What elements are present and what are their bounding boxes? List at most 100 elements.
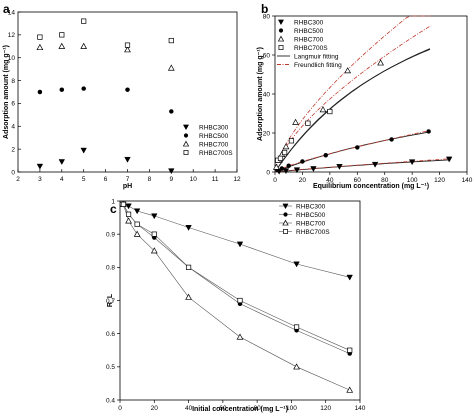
data-point <box>134 221 140 227</box>
data-point <box>347 347 353 353</box>
data-point <box>371 161 379 168</box>
data-point <box>305 120 311 126</box>
data-point <box>185 225 192 231</box>
x-tick-label: 60 <box>219 405 227 412</box>
data-point <box>346 274 353 281</box>
data-point <box>151 231 157 237</box>
data-point <box>167 64 175 71</box>
x-tick-label: 6 <box>104 176 108 183</box>
y-tick-label: 0.8 <box>106 265 115 272</box>
data-point <box>185 293 192 300</box>
x-tick-label: 40 <box>185 405 193 412</box>
freundlich-fit-curve <box>275 158 451 173</box>
data-point <box>310 166 317 172</box>
legend-marker <box>282 203 289 210</box>
data-point <box>36 43 44 51</box>
data-point <box>125 217 132 224</box>
data-point <box>389 137 394 142</box>
data-point <box>377 59 384 66</box>
legend-marker <box>278 28 284 33</box>
y-tick-label: 0.9 <box>106 231 115 238</box>
data-point <box>133 230 141 237</box>
data-point <box>282 168 290 175</box>
y-tick-label: 12 <box>8 32 16 39</box>
y-tick-label: 1 <box>111 198 115 205</box>
y-tick-label: 40 <box>263 91 271 98</box>
legend-marker <box>283 229 288 234</box>
legend-label: RHBC700 <box>294 36 324 43</box>
x-tick-label: 20 <box>151 405 159 412</box>
data-point <box>58 159 66 166</box>
y-axis-title: Adsorption amount (mg g⁻¹) <box>3 45 10 139</box>
data-point <box>319 106 327 113</box>
legend-marker <box>277 19 285 26</box>
data-point <box>151 213 158 220</box>
data-point <box>124 46 131 53</box>
data-point <box>279 166 285 171</box>
y-tick-label: 20 <box>263 130 271 137</box>
y-tick-label: 6 <box>11 101 15 108</box>
data-point <box>125 203 132 210</box>
y-tick-label: 2 <box>11 146 15 153</box>
x-tick-label: 0 <box>273 177 277 184</box>
legend-marker <box>278 45 284 50</box>
x-axis-title: Equilibrium concentration (mg L⁻¹) <box>313 183 429 190</box>
x-tick-label: 80 <box>381 177 389 184</box>
x-tick-label: 0 <box>118 405 122 412</box>
data-point <box>169 109 174 114</box>
langmuir-fit-curve <box>275 48 431 172</box>
x-tick-label: 10 <box>190 176 198 183</box>
legend-label: RHBC700 <box>296 220 326 227</box>
legend-marker <box>182 140 190 147</box>
data-point <box>344 67 352 74</box>
y-tick-label: 0.5 <box>106 364 115 371</box>
data-point <box>80 42 88 49</box>
data-point <box>236 241 244 248</box>
data-point <box>168 37 174 44</box>
data-point <box>346 386 354 393</box>
data-point <box>120 201 127 207</box>
x-tick-label: 7 <box>126 176 130 183</box>
y-tick-label: 0.7 <box>106 298 115 305</box>
data-point <box>293 363 300 370</box>
data-point <box>36 163 44 170</box>
x-tick-label: 140 <box>462 177 473 184</box>
data-point <box>58 42 66 49</box>
x-tick-label: 2 <box>16 176 20 183</box>
y-tick-label: 14 <box>8 9 16 16</box>
x-tick-label: 100 <box>407 177 418 184</box>
panel-c: c 0 20 40 60 80 100 120 140 0.4 0.5 0.6 0.7 0.8 0.9 1 In… <box>106 198 366 413</box>
x-axis-title: pH <box>123 183 132 190</box>
data-point <box>445 156 453 163</box>
data-point <box>272 163 280 170</box>
freundlich-fit-curve <box>275 15 430 169</box>
x-tick-label: 40 <box>326 177 334 184</box>
data-point <box>124 42 131 48</box>
legend-label: Freundlich fitting <box>294 62 342 69</box>
y-axis-title: Adsorption amount (mg g⁻¹) <box>257 47 264 141</box>
data-point <box>282 149 288 156</box>
data-point <box>300 159 305 164</box>
legend-label: RHBC700S <box>294 45 328 52</box>
y-tick-label: 8 <box>11 78 15 85</box>
data-point <box>293 167 301 174</box>
x-tick-label: 9 <box>169 176 173 183</box>
data-point <box>81 86 86 91</box>
data-point <box>288 138 295 144</box>
data-point <box>323 152 328 158</box>
legend-label: RHBC700S <box>296 229 330 236</box>
data-point <box>168 168 175 175</box>
x-tick-label: 11 <box>212 176 219 183</box>
freundlich-fit-curve <box>275 25 431 169</box>
legend-marker <box>277 35 285 42</box>
data-point <box>237 297 243 304</box>
legend-marker <box>182 124 190 131</box>
data-point <box>336 164 343 170</box>
x-axis-title: Initial concentration (mg L⁻¹) <box>192 406 288 413</box>
legend-label: RHBC500 <box>199 133 229 140</box>
data-point <box>185 264 192 270</box>
panel-letter: b <box>261 2 268 16</box>
y-tick-label: 0.6 <box>106 331 115 338</box>
legend-label: RHBC700 <box>199 141 229 148</box>
